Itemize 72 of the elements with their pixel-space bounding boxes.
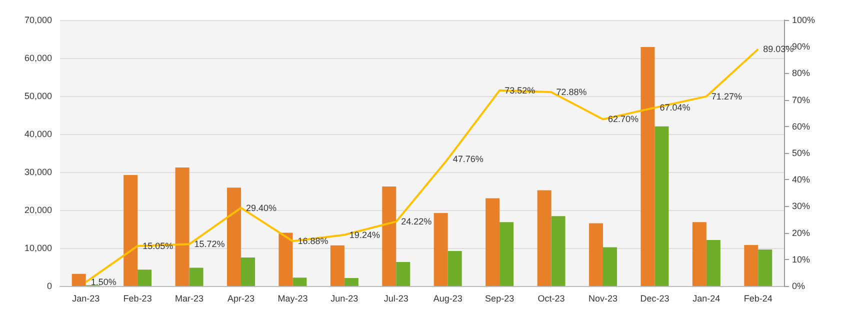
y-tick-label: 0 xyxy=(46,281,52,291)
x-tick-label: Jul-23 xyxy=(384,294,408,304)
x-tick-label: Nov-23 xyxy=(588,294,618,304)
data-label: 47.76% xyxy=(452,154,484,164)
bar xyxy=(537,190,552,286)
x-tick-label: Dec-23 xyxy=(640,294,670,304)
bar xyxy=(654,126,669,286)
bar xyxy=(758,250,772,286)
x-tick-label: Apr-23 xyxy=(227,294,255,304)
bar xyxy=(278,232,293,286)
y-tick-label: 20,000 xyxy=(24,205,52,215)
y-tick-label: 40,000 xyxy=(24,129,52,139)
data-label: 62.70% xyxy=(608,114,639,124)
y2-tick-label: 50% xyxy=(792,148,810,158)
y2-tick-label: 0% xyxy=(792,281,806,291)
data-label: 15.72% xyxy=(194,239,225,250)
bar xyxy=(292,278,307,286)
y2-tick-label: 20% xyxy=(792,228,810,238)
bar xyxy=(138,270,152,286)
y2-tick-label: 60% xyxy=(792,121,810,132)
y-tick-label: 70,000 xyxy=(24,15,52,25)
bar xyxy=(72,274,86,286)
x-tick-label: May-23 xyxy=(278,294,308,304)
data-label: 24.22% xyxy=(401,216,432,227)
y2-tick-label: 100% xyxy=(792,15,816,25)
x-tick-label: Jan-24 xyxy=(692,294,720,304)
data-label: 71.27% xyxy=(711,91,742,102)
y2-tick-label: 40% xyxy=(792,174,810,185)
line-series xyxy=(84,48,760,284)
data-label: 67.04% xyxy=(660,102,690,113)
y-tick-label: 30,000 xyxy=(24,167,52,177)
data-label: 72.88% xyxy=(556,87,587,98)
x-tick-label: Feb-24 xyxy=(744,294,772,304)
y-tick-label: 60,000 xyxy=(24,53,52,63)
data-label: 89.03% xyxy=(763,44,794,54)
bar xyxy=(589,223,603,286)
bar xyxy=(448,251,462,286)
bar xyxy=(640,46,655,286)
bar xyxy=(175,167,190,286)
bar xyxy=(396,262,410,286)
bar xyxy=(551,216,566,286)
data-label: 29.40% xyxy=(246,202,277,213)
bar xyxy=(500,222,514,286)
y2-tick-label: 80% xyxy=(792,68,810,78)
x-tick-label: Aug-23 xyxy=(433,294,462,304)
bar xyxy=(434,213,448,286)
bar xyxy=(227,188,241,286)
x-tick-label: Jan-23 xyxy=(72,294,100,304)
data-label: 1.50% xyxy=(90,277,116,288)
bar xyxy=(124,175,138,286)
y-tick-label: 50,000 xyxy=(24,91,52,101)
y2-tick-label: 70% xyxy=(792,94,810,105)
x-tick-label: Jun-23 xyxy=(330,294,358,304)
bar xyxy=(706,240,720,286)
x-tick-label: Oct-23 xyxy=(538,294,565,304)
bar xyxy=(603,247,617,286)
bar xyxy=(189,268,204,286)
data-label: 19.24% xyxy=(349,230,380,240)
x-tick-label: Mar-23 xyxy=(175,294,204,304)
x-tick-label: Sep-23 xyxy=(485,294,514,304)
bar xyxy=(744,244,758,286)
x-tick-label: Feb-23 xyxy=(123,294,152,304)
bar xyxy=(486,198,500,286)
bar xyxy=(382,186,396,286)
y-tick-label: 10,000 xyxy=(24,243,52,253)
bar xyxy=(241,258,255,286)
y2-tick-label: 10% xyxy=(792,254,810,264)
bar xyxy=(330,245,344,286)
y2-tick-label: 30% xyxy=(792,201,810,212)
bar xyxy=(692,222,706,286)
y2-tick-label: 90% xyxy=(792,42,810,52)
bar xyxy=(344,278,358,286)
